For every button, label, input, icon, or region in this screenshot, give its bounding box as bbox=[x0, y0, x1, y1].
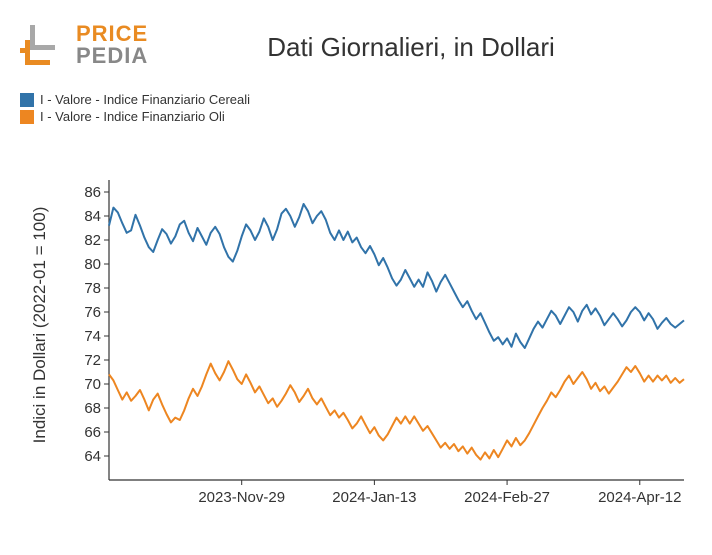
svg-text:72: 72 bbox=[84, 352, 101, 369]
svg-text:86: 86 bbox=[84, 184, 101, 201]
svg-text:80: 80 bbox=[84, 256, 101, 273]
svg-text:84: 84 bbox=[84, 208, 101, 225]
svg-text:68: 68 bbox=[84, 400, 101, 417]
svg-text:66: 66 bbox=[84, 424, 101, 441]
svg-text:74: 74 bbox=[84, 328, 101, 345]
legend-item-oli: I - Valore - Indice Finanziario Oli bbox=[20, 109, 250, 124]
legend-swatch-cereali bbox=[20, 93, 34, 107]
legend: I - Valore - Indice Finanziario Cereali … bbox=[20, 92, 250, 126]
legend-label-oli: I - Valore - Indice Finanziario Oli bbox=[40, 109, 225, 124]
chart-title: Dati Giornalieri, in Dollari bbox=[0, 32, 682, 63]
svg-text:70: 70 bbox=[84, 376, 101, 393]
svg-text:2024-Feb-27: 2024-Feb-27 bbox=[464, 489, 550, 506]
y-axis-title: Indici in Dollari (2022-01 = 100) bbox=[30, 170, 50, 480]
svg-text:64: 64 bbox=[84, 448, 101, 465]
svg-text:2023-Nov-29: 2023-Nov-29 bbox=[198, 489, 285, 506]
svg-text:2024-Apr-12: 2024-Apr-12 bbox=[598, 489, 681, 506]
legend-swatch-oli bbox=[20, 110, 34, 124]
chart-area: 64 66 68 70 72 74 76 78 80 82 84 86 2023-Nov-29 2024-… bbox=[54, 170, 694, 520]
legend-item-cereali: I - Valore - Indice Finanziario Cereali bbox=[20, 92, 250, 107]
svg-text:76: 76 bbox=[84, 304, 101, 321]
svg-text:82: 82 bbox=[84, 232, 101, 249]
svg-text:78: 78 bbox=[84, 280, 101, 297]
line-chart: 64 66 68 70 72 74 76 78 80 82 84 86 2023-Nov-29 2024-… bbox=[54, 170, 694, 520]
svg-text:2024-Jan-13: 2024-Jan-13 bbox=[332, 489, 416, 506]
legend-label-cereali: I - Valore - Indice Finanziario Cereali bbox=[40, 92, 250, 107]
